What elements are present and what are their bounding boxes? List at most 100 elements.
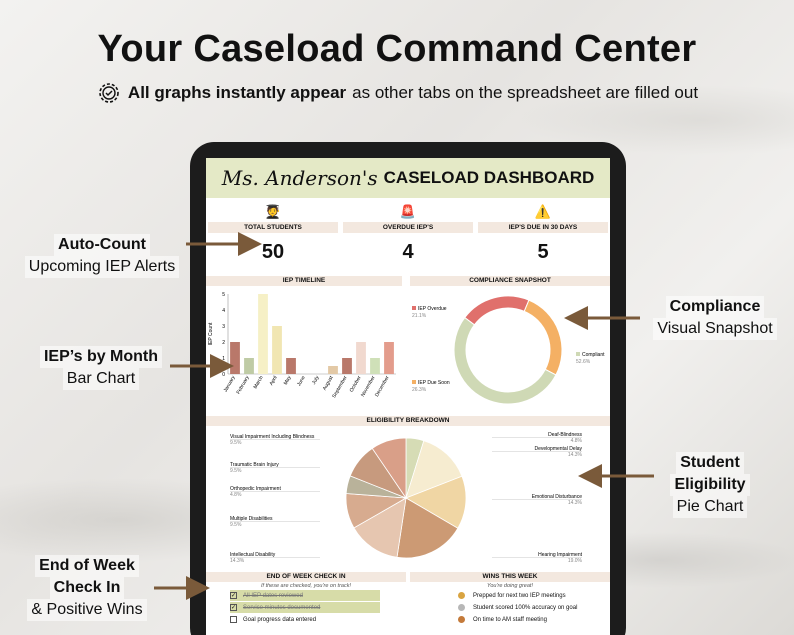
checkbox[interactable]: ✓ <box>230 592 237 599</box>
dashboard-screen: Ms. Anderson's CASELOAD DASHBOARD 🧑‍🎓 TO… <box>206 158 610 635</box>
pie-slice <box>405 440 463 499</box>
checkin-label: Goal progress data entered <box>243 616 317 623</box>
callout-auto-count: Auto-Count Upcoming IEP Alerts <box>18 234 186 278</box>
x-tick-label: June <box>296 375 307 388</box>
stat-label: TOTAL STUDENTS <box>208 222 338 233</box>
subline-rest: as other tabs on the spreadsheet are fil… <box>352 83 699 102</box>
bar <box>356 342 366 374</box>
slice-label: IEP Due Soon <box>418 380 450 386</box>
legend-swatch <box>576 352 580 356</box>
bar <box>342 358 352 374</box>
callout-title: Auto-Count <box>54 234 150 256</box>
checkin-row[interactable]: Goal progress data entered <box>230 614 380 625</box>
compliance-title: COMPLIANCE SNAPSHOT <box>410 276 610 286</box>
x-tick-label: July <box>311 375 321 386</box>
callout-sub: & Positive Wins <box>27 599 147 621</box>
y-tick-label: 2 <box>222 340 225 346</box>
slice-value: 9.5% <box>230 468 242 474</box>
checkin-row[interactable]: ✓ Service minutes documented <box>230 602 380 613</box>
teacher-name: Ms. Anderson's <box>221 166 378 190</box>
stat-value: 50 <box>261 241 285 263</box>
x-tick-label: May <box>283 375 293 387</box>
checkin-title: END OF WEEK CHECK IN <box>206 572 406 582</box>
bar <box>230 342 240 374</box>
y-tick-label: 4 <box>222 308 225 314</box>
win-row: Prepped for next two IEP meetings <box>458 590 608 601</box>
callout-title: IEP’s by Month <box>39 346 163 368</box>
callout-title: End of Week <box>35 555 139 577</box>
stat-total-students: 🧑‍🎓 TOTAL STUDENTS 50 <box>208 204 338 264</box>
pie-slice <box>353 497 407 558</box>
slice-label: Multiple Disabilities <box>230 516 273 522</box>
slice-value: 26.3% <box>412 387 427 393</box>
bar <box>272 326 282 374</box>
stat-value: 5 <box>537 241 549 263</box>
slice-value: 4.8% <box>230 492 242 498</box>
win-label: On time to AM staff meeting <box>473 616 547 623</box>
slice-value: 52.6% <box>576 359 591 365</box>
slice-label: Intellectual Disability <box>230 552 276 558</box>
pie-slice <box>371 437 407 500</box>
win-label: Student scored 100% accuracy on goal <box>473 604 578 611</box>
eligibility-title: ELIGIBILITY BREAKDOWN <box>206 416 610 426</box>
checkbox[interactable] <box>230 616 237 623</box>
slice-value: 9.5% <box>230 522 242 528</box>
bar <box>286 358 296 374</box>
y-tick-label: 3 <box>222 324 225 330</box>
slice-label: Orthopedic Impairment <box>230 486 281 492</box>
slice-label: Visual Impairment Including Blindness <box>230 434 315 440</box>
pie-slice <box>396 497 459 559</box>
callout-sub: Bar Chart <box>62 368 140 390</box>
callout-compliance: Compliance Visual Snapshot <box>640 296 790 340</box>
siren-icon: 🚨 <box>399 204 417 219</box>
checkbox[interactable]: ✓ <box>230 604 237 611</box>
win-label: Prepped for next two IEP meetings <box>473 592 566 599</box>
bar <box>384 342 394 374</box>
pie-slice <box>405 475 467 529</box>
medal-icon <box>458 604 465 611</box>
slice-label: Traumatic Brain Injury <box>230 462 279 468</box>
slice-value: 19.0% <box>568 558 583 564</box>
slice-label: IEP Overdue <box>418 306 447 312</box>
callout-title: Compliance <box>665 296 765 318</box>
warning-icon: ⚠️ <box>534 204 552 219</box>
y-tick-label: 5 <box>222 292 225 298</box>
callout-sub: Upcoming IEP Alerts <box>24 256 180 278</box>
stats-row: 🧑‍🎓 TOTAL STUDENTS 50 🚨 OVERDUE IEP'S 4 … <box>206 204 610 272</box>
slice-label: Developmental Delay <box>534 446 582 452</box>
medal-icon <box>458 592 465 599</box>
wins-note: You're doing great! <box>486 583 533 589</box>
win-row: On time to AM staff meeting <box>458 614 608 625</box>
slice-value: 9.5% <box>230 440 242 446</box>
x-tick-label: April <box>269 375 279 387</box>
bar <box>370 358 380 374</box>
legend-swatch <box>412 380 416 384</box>
slice-value: 4.8% <box>571 438 583 444</box>
student-icon: 🧑‍🎓 <box>264 204 282 219</box>
checkin-row[interactable]: ✓ All IEP dates reviewed <box>230 590 380 601</box>
callout-title: Student <box>676 452 744 474</box>
y-axis-label: IEP Count <box>208 322 214 345</box>
headline: Your Caseload Command Center <box>97 28 697 70</box>
slice-label: Compliant <box>582 352 605 358</box>
bar <box>258 294 268 374</box>
slice-label: Deaf-Blindness <box>548 432 582 438</box>
slice-value: 14.3% <box>230 558 245 564</box>
bar <box>328 366 338 374</box>
callout-eligibility: Student Eligibility Pie Chart <box>650 452 770 518</box>
checkin-note: If these are checked, you're on track! <box>260 583 351 589</box>
slice-label: Hearing Impairment <box>538 552 583 558</box>
slice-value: 14.3% <box>568 500 583 506</box>
callout-by-month: IEP’s by Month Bar Chart <box>28 346 174 390</box>
legend-swatch <box>412 306 416 310</box>
callout-sub: Visual Snapshot <box>653 318 777 340</box>
stat-label: OVERDUE IEP'S <box>343 222 473 233</box>
win-row: Student scored 100% accuracy on goal <box>458 602 608 613</box>
slice-value: 14.3% <box>568 452 583 458</box>
checkin-label: Service minutes documented <box>243 604 321 611</box>
callout-title-2: Eligibility <box>670 474 750 496</box>
